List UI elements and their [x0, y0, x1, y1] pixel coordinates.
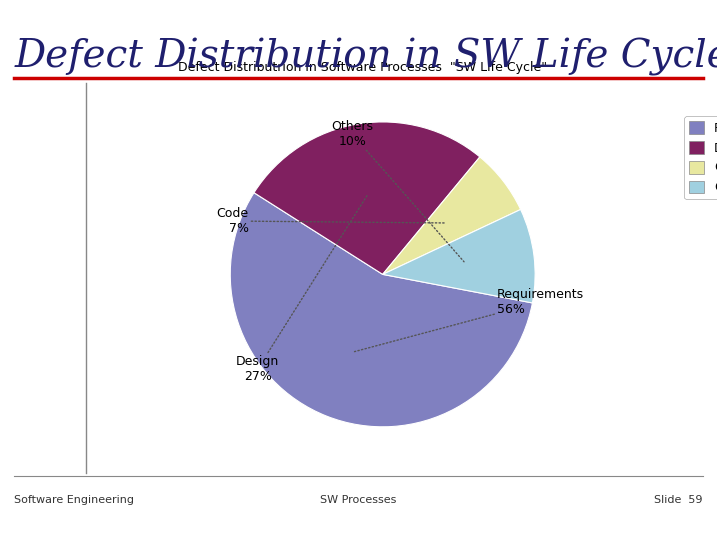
Text: Requirements
56%: Requirements 56%: [354, 288, 584, 352]
Wedge shape: [383, 157, 521, 274]
Wedge shape: [230, 193, 533, 427]
Text: Software Engineering: Software Engineering: [14, 495, 134, 505]
Wedge shape: [254, 122, 480, 274]
Text: Defect Distribution in SW Life Cycle: Defect Distribution in SW Life Cycle: [14, 38, 717, 76]
Wedge shape: [383, 209, 535, 303]
Text: Slide  59: Slide 59: [654, 495, 703, 505]
Text: Others
10%: Others 10%: [331, 120, 464, 262]
Text: Design
27%: Design 27%: [236, 194, 368, 383]
Text: SW Processes: SW Processes: [320, 495, 397, 505]
Text: Code
7%: Code 7%: [217, 207, 446, 235]
Text: Defect Distributrion in Software Processes  "SW Life Cycle": Defect Distributrion in Software Process…: [179, 61, 548, 74]
Legend: Requirements, Design, Code, Others: Requirements, Design, Code, Others: [684, 116, 717, 199]
